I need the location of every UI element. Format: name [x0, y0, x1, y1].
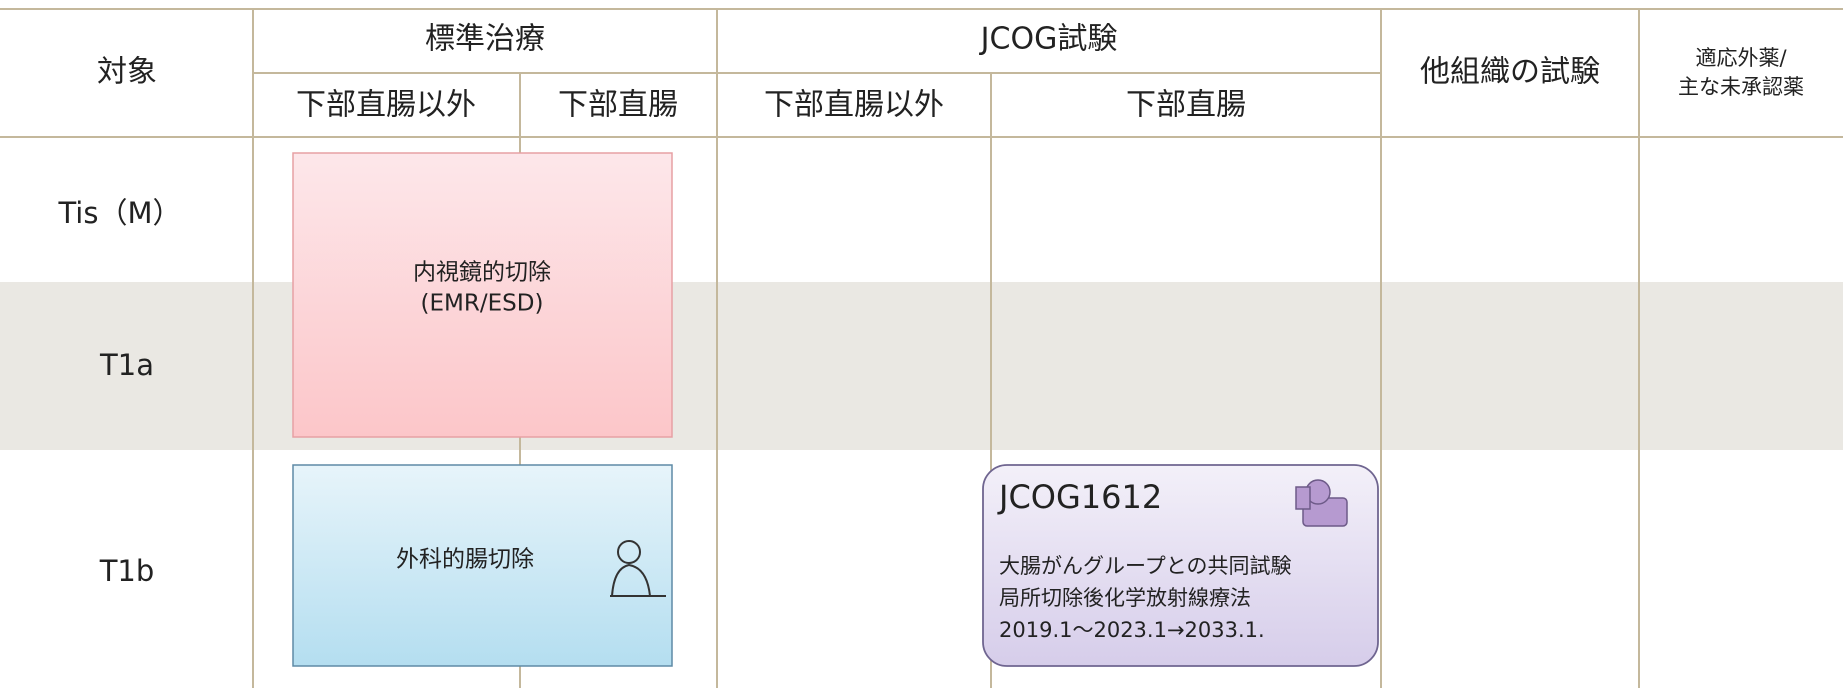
header-cell: 主な未承認薬	[1678, 75, 1804, 99]
header-cell: 標準治療	[425, 22, 545, 57]
box-text: 内視鏡的切除	[413, 260, 551, 286]
surgeon-icon	[610, 540, 666, 597]
trial-text: 2019.1～2023.1→2033.1.	[999, 618, 1265, 642]
box-text: (EMR/ESD)	[421, 291, 544, 317]
trial-text: 局所切除後化学放射線療法	[999, 586, 1251, 610]
row-label: T1b	[99, 554, 155, 588]
subheader-cell: 下部直腸以外	[296, 88, 476, 123]
trial-text: 大腸がんグループとの共同試験	[999, 554, 1292, 578]
machine-icon	[1295, 479, 1348, 527]
box-text: 外科的腸切除	[396, 547, 534, 573]
header-cell: 他組織の試験	[1420, 55, 1600, 90]
trial-box	[982, 464, 1379, 667]
trial-id: JCOG1612	[997, 478, 1162, 516]
subheader-cell: 下部直腸	[558, 88, 678, 123]
header-cell: 適応外薬/	[1695, 46, 1787, 70]
subheader-cell: 下部直腸	[1126, 88, 1246, 123]
header-cell: JCOG試験	[979, 22, 1118, 57]
header-cell: 対象	[97, 55, 157, 90]
row-shade	[0, 282, 1843, 450]
row-label: T1a	[99, 348, 154, 382]
surgery-box	[292, 464, 673, 667]
subheader-cell: 下部直腸以外	[764, 88, 944, 123]
row-label: Tis（M）	[57, 196, 181, 230]
endoscopic-box	[292, 152, 673, 438]
